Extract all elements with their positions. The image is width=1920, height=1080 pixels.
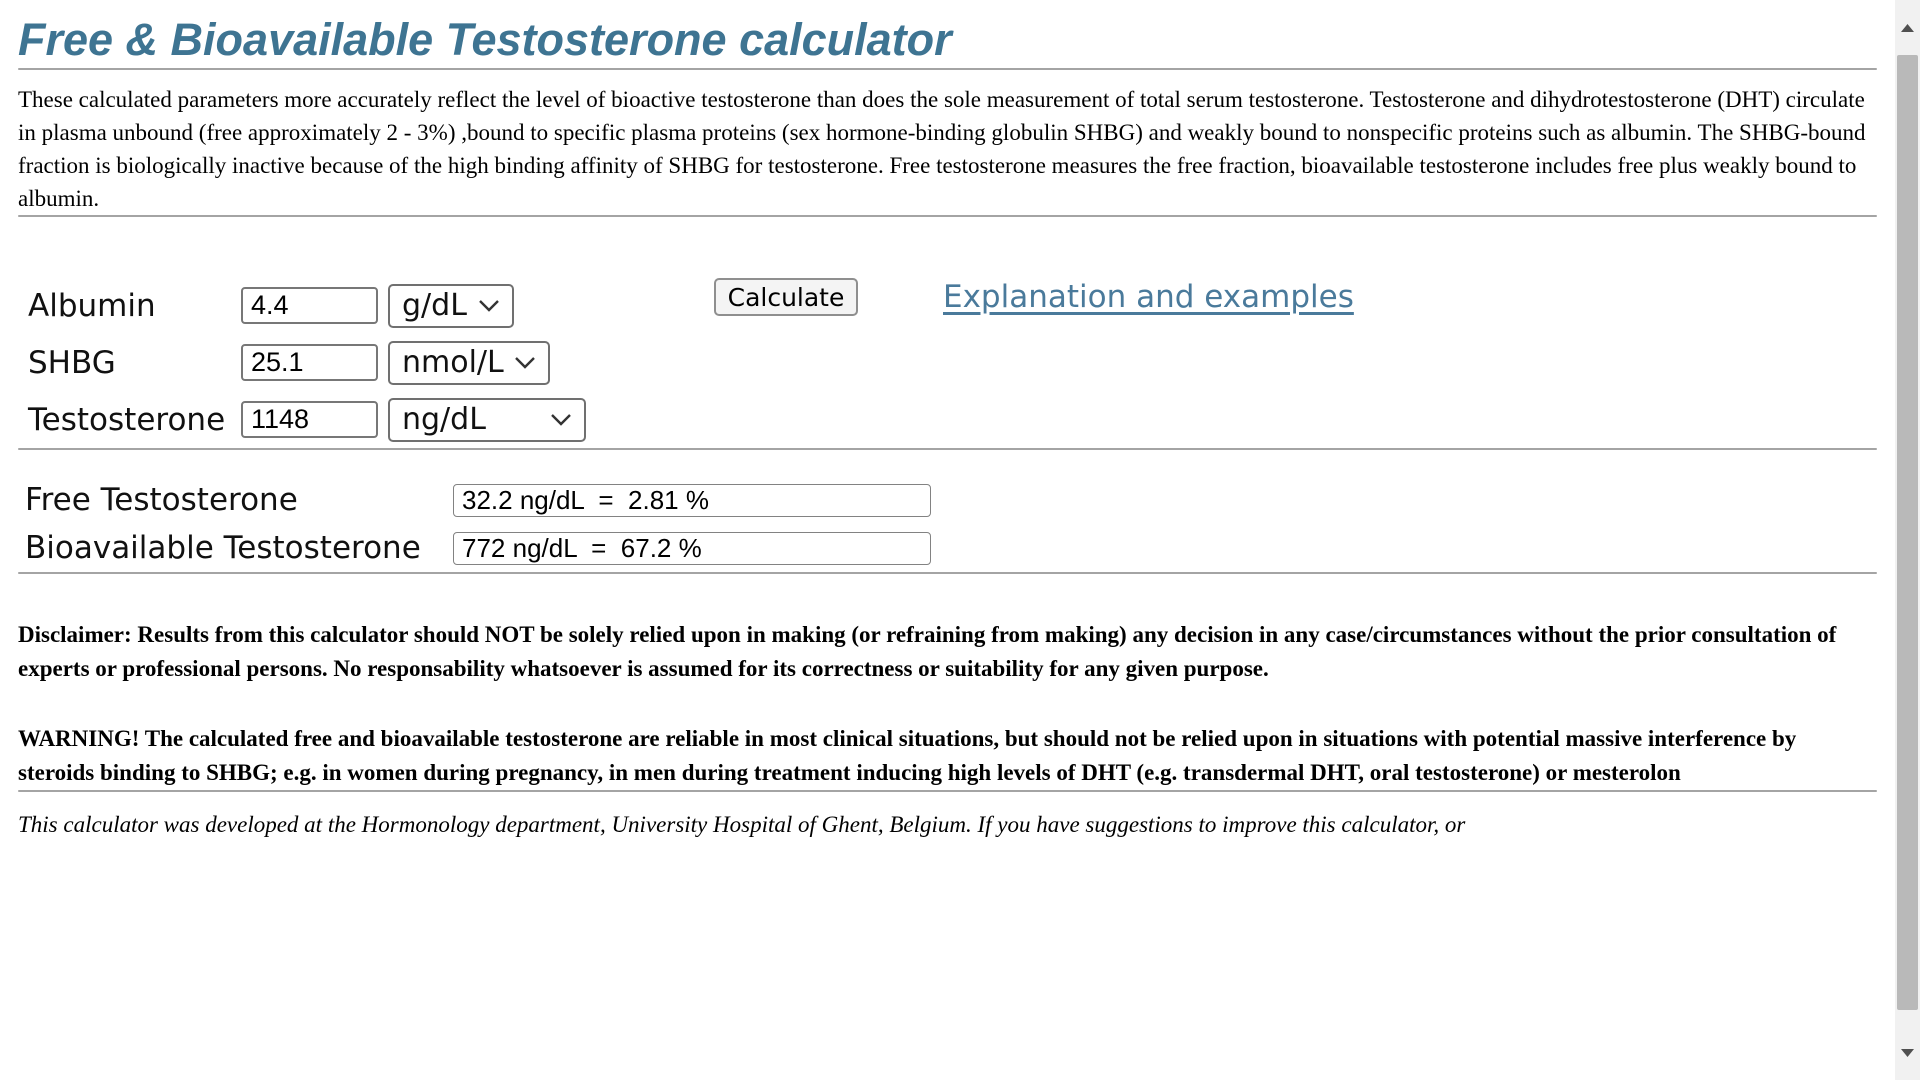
vertical-scrollbar[interactable] (1895, 0, 1920, 1080)
testosterone-unit-select[interactable]: ng/dL (388, 397, 586, 442)
divider (18, 790, 1877, 792)
shbg-unit-select[interactable]: nmol/L (388, 340, 550, 385)
scroll-down-icon (1901, 1044, 1914, 1062)
chevron-down-icon (478, 299, 500, 313)
scroll-up-button[interactable] (1895, 0, 1920, 55)
free-testosterone-result[interactable] (453, 483, 931, 517)
albumin-label: Albumin (28, 287, 156, 324)
shbg-label: SHBG (28, 344, 116, 381)
divider (18, 68, 1877, 70)
footer-credit-text: This calculator was developed at the Hor… (18, 812, 1466, 837)
chevron-down-icon (514, 356, 536, 370)
shbg-input[interactable] (241, 344, 378, 381)
albumin-input[interactable] (241, 287, 378, 324)
testosterone-unit-value: ng/dL (402, 402, 486, 437)
shbg-unit-value: nmol/L (402, 345, 504, 380)
testosterone-label: Testosterone (28, 401, 226, 438)
calculator-form: Albumin g/dL SHBG nmol/L Testosterone (18, 277, 1877, 448)
scroll-down-button[interactable] (1895, 1025, 1920, 1080)
form-row-testosterone: Testosterone ng/dL (18, 391, 1877, 448)
page-title: Free & Bioavailable Testosterone calcula… (18, 14, 952, 65)
testosterone-input[interactable] (241, 401, 378, 438)
divider (18, 448, 1877, 450)
free-testosterone-label: Free Testosterone (25, 482, 298, 518)
results-section: Free Testosterone Bioavailable Testoster… (18, 476, 1877, 572)
calculate-button[interactable]: Calculate (714, 278, 858, 316)
disclaimer-text: Disclaimer: Results from this calculator… (18, 622, 1837, 681)
explanation-link[interactable]: Explanation and examples (943, 279, 1354, 315)
albumin-unit-value: g/dL (402, 288, 467, 323)
bioavailable-testosterone-label: Bioavailable Testosterone (25, 530, 421, 566)
form-row-shbg: SHBG nmol/L (18, 334, 1877, 391)
divider (18, 215, 1877, 217)
warning-text: WARNING! The calculated free and bioavai… (18, 726, 1797, 785)
intro-text: These calculated parameters more accurat… (18, 87, 1866, 211)
result-row-bioavailable: Bioavailable Testosterone (18, 524, 1877, 572)
bioavailable-testosterone-result[interactable] (453, 531, 931, 565)
form-row-albumin: Albumin g/dL (18, 277, 1877, 334)
divider (18, 572, 1877, 574)
scrollbar-thumb[interactable] (1897, 55, 1918, 1010)
chevron-down-icon (550, 413, 572, 427)
scroll-up-icon (1901, 19, 1914, 37)
albumin-unit-select[interactable]: g/dL (388, 283, 514, 328)
result-row-free: Free Testosterone (18, 476, 1877, 524)
